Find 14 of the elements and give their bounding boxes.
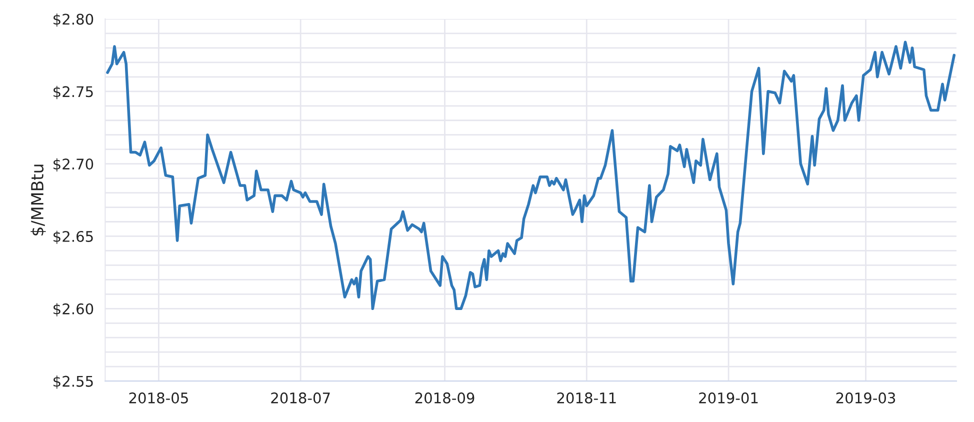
y-axis-title: $/MMBtu (30, 164, 46, 236)
x-tick-label: 2018-11 (557, 392, 616, 404)
x-tick-label: 2018-09 (415, 392, 474, 404)
x-tick-label: 2018-05 (129, 392, 188, 404)
y-tick-label: $2.80 (54, 13, 94, 27)
x-tick-label: 2019-01 (699, 392, 758, 404)
x-tick-label: 2019-03 (836, 392, 896, 404)
y-tick-label: $2.65 (54, 230, 93, 244)
x-tick-label: 2018-07 (271, 392, 330, 404)
y-tick-label: $2.60 (54, 303, 94, 316)
y-tick-label: $2.70 (54, 158, 94, 172)
y-tick-label: $2.55 (54, 376, 93, 389)
y-tick-label: $2.75 (54, 86, 93, 100)
line-series (106, 40, 956, 310)
